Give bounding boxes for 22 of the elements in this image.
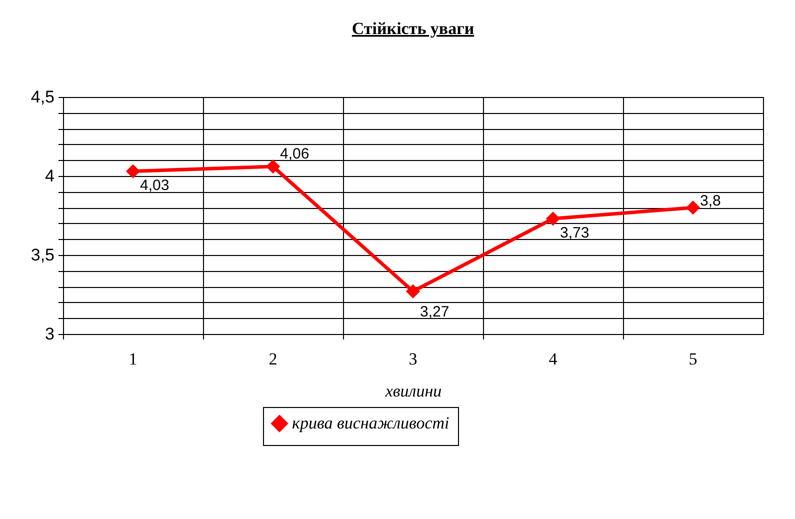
point (686, 200, 700, 215)
x-tick-label: 5 (688, 350, 698, 368)
legend-label: крива виснажливості (292, 414, 450, 432)
x-tick-label: 4 (548, 350, 558, 368)
data-label: 3,73 (560, 224, 590, 242)
data-label: 4,03 (140, 176, 170, 194)
y-tick-label: 3 (45, 324, 54, 344)
chart-title: Стійкість уваги (352, 19, 474, 38)
data-label: 3,27 (420, 303, 450, 320)
point (126, 164, 140, 178)
y-tick-label: 4 (45, 166, 54, 186)
x-tick-label: 1 (128, 350, 138, 368)
point (266, 159, 280, 174)
point (406, 284, 420, 298)
data-label: 3,8 (700, 192, 721, 210)
y-tick-label: 3,5 (30, 246, 54, 264)
y-tick-label: 4,5 (30, 88, 54, 106)
x-axis-title: хвилини (384, 382, 442, 400)
data-label: 4,06 (280, 145, 310, 162)
point (546, 212, 560, 226)
x-tick-label: 3 (408, 350, 418, 368)
x-tick-label: 2 (268, 350, 278, 368)
